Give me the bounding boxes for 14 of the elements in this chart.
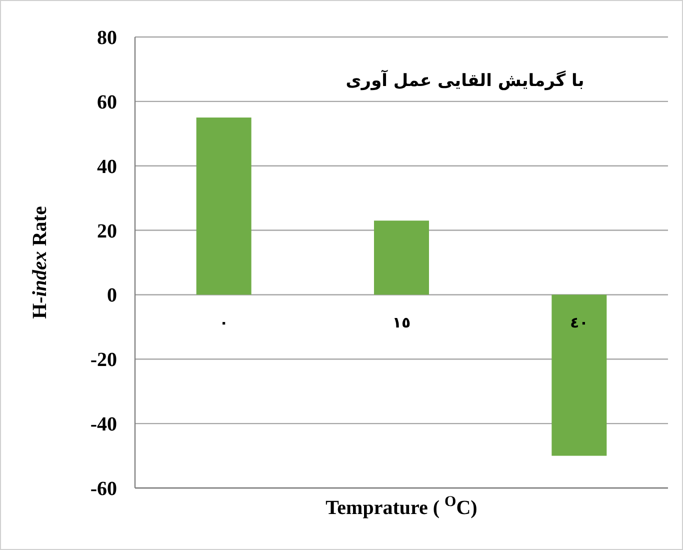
text: با گرمایش القایی عمل آوری xyxy=(346,69,584,91)
x-tick-label: ٤٠ xyxy=(570,314,588,332)
y-tick-label: -60 xyxy=(90,478,117,500)
y-tick-label: -20 xyxy=(90,349,117,372)
y-tick-label: -40 xyxy=(90,414,117,436)
y-axis-title: H-index Rate xyxy=(29,206,51,319)
y-tick-label: 0 xyxy=(107,284,117,307)
y-tick-label: 20 xyxy=(97,220,117,242)
x-axis-title: Temprature ( $^{O}$C) xyxy=(326,494,478,519)
x-tick-label: ١٥ xyxy=(392,314,411,332)
y-tick-label: 80 xyxy=(97,27,117,49)
x-tick-label: ٠ xyxy=(219,314,228,332)
y-tick-label: 60 xyxy=(97,91,117,114)
y-tick-label: 40 xyxy=(97,156,117,178)
